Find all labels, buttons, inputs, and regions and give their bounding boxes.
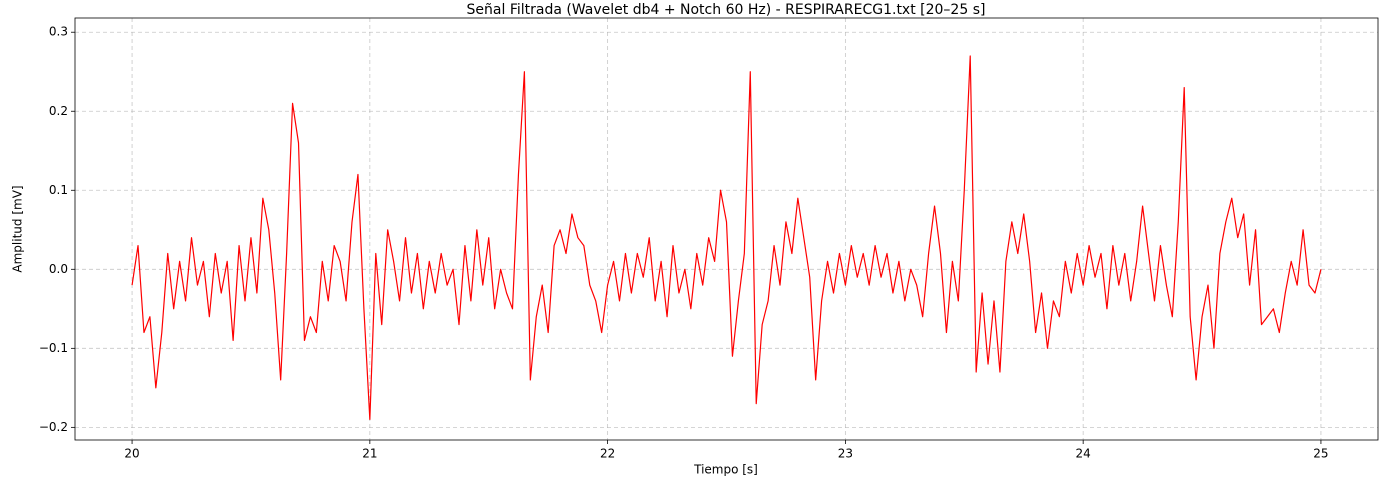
- y-tick-label: −0.1: [39, 341, 68, 355]
- signal-line: [131, 55, 1322, 421]
- x-tick-label: 21: [362, 447, 377, 461]
- x-tick-label: 22: [600, 447, 615, 461]
- chart-title: Señal Filtrada (Wavelet db4 + Notch 60 H…: [467, 2, 986, 18]
- x-tick-label: 20: [124, 447, 139, 461]
- x-tick-label: 25: [1313, 447, 1328, 461]
- x-tick-label: 23: [838, 447, 853, 461]
- y-tick-label: 0.3: [49, 25, 68, 39]
- y-tick-label: 0.1: [49, 183, 68, 197]
- y-tick-label: 0.0: [49, 262, 68, 276]
- y-tick-label: −0.2: [39, 420, 68, 434]
- plot-frame: [74, 17, 1379, 441]
- x-axis-label: Tiempo [s]: [693, 463, 758, 477]
- y-tick-label: 0.2: [49, 104, 68, 118]
- x-tick-label: 24: [1076, 447, 1091, 461]
- y-axis-label: Amplitud [mV]: [11, 185, 25, 272]
